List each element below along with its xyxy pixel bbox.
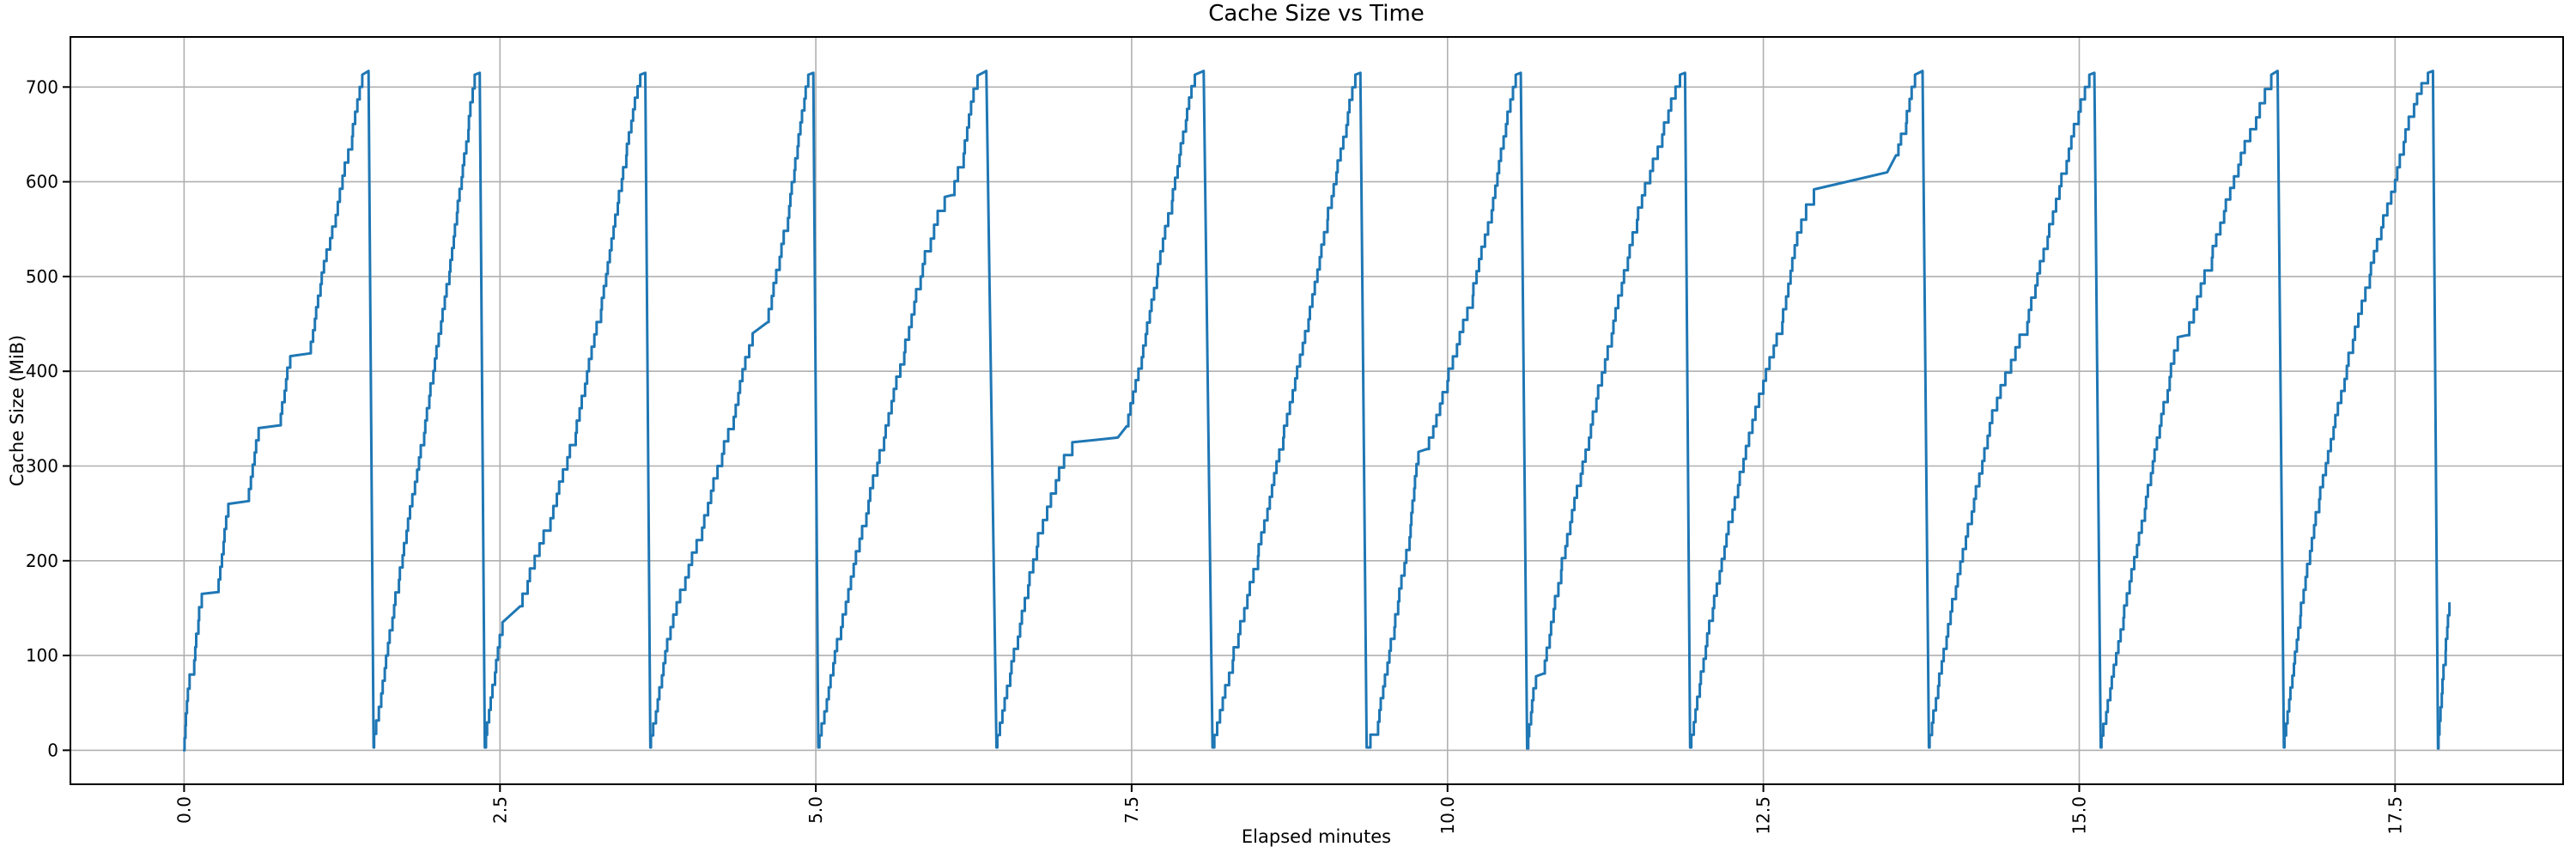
x-tick-label: 5.0 (805, 796, 826, 824)
y-tick-label: 700 (26, 76, 58, 97)
grid-lines (70, 37, 2563, 784)
y-tick-label: 0 (47, 740, 58, 760)
y-axis-label: Cache Size (MiB) (7, 334, 27, 487)
x-tick-label: 2.5 (489, 796, 510, 824)
plot-border (70, 36, 2564, 785)
chart-title: Cache Size vs Time (1208, 1, 1425, 27)
x-tick-label: 12.5 (1753, 796, 1774, 835)
tick-marks (63, 86, 2397, 792)
x-tick-label: 15.0 (2069, 796, 2090, 835)
y-tick-label: 400 (26, 361, 58, 381)
y-tick-label: 100 (26, 645, 58, 666)
x-tick-label: 0.0 (173, 796, 194, 824)
tick-labels: 0 100 200 300 400 500 600 700 0.0 2.5 5.0 7.5 10.0 12… (26, 76, 2405, 834)
cache-size-line (182, 70, 2451, 752)
y-tick-label: 200 (26, 551, 58, 571)
y-tick-label: 600 (26, 172, 58, 192)
x-tick-label: 10.0 (1437, 796, 1458, 835)
y-tick-label: 300 (26, 456, 58, 477)
x-axis-label: Elapsed minutes (1241, 826, 1392, 847)
x-tick-label: 7.5 (1121, 796, 1142, 824)
y-tick-label: 500 (26, 266, 58, 287)
x-tick-label: 17.5 (2385, 796, 2405, 835)
